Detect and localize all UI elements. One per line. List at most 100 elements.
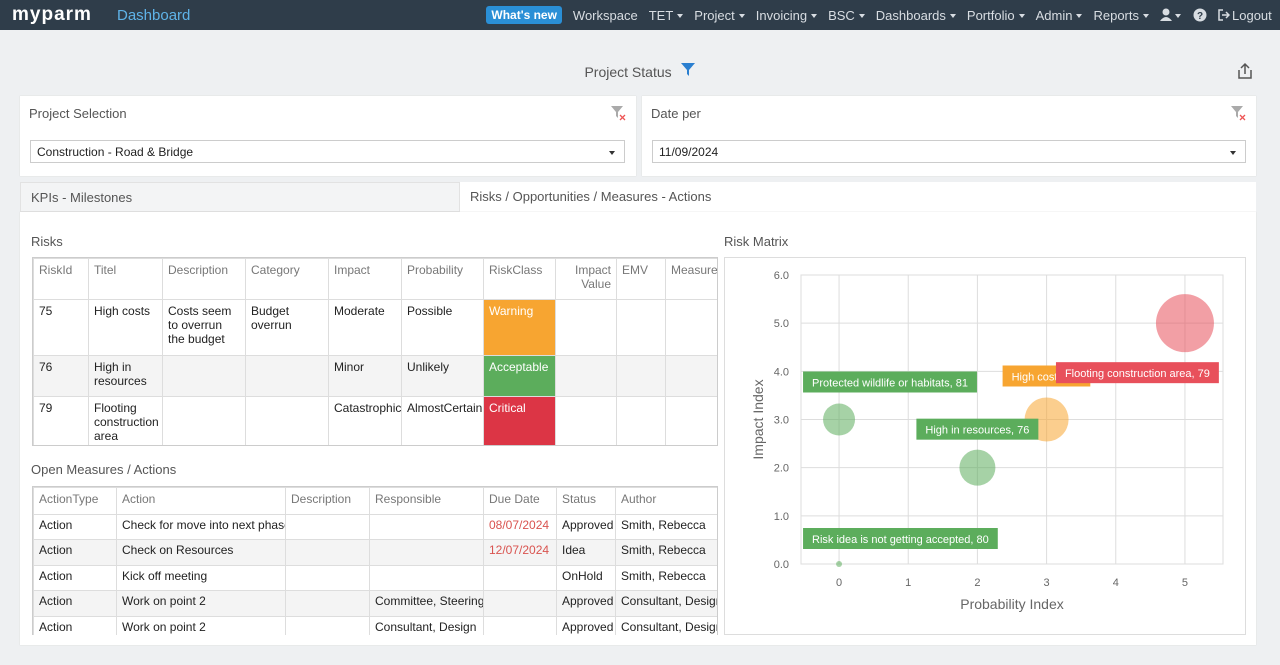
menu-item[interactable]: Reports (1093, 8, 1149, 23)
column-header[interactable]: Probability (401, 258, 484, 300)
bubble-label-box (916, 418, 1039, 440)
export-icon[interactable] (1236, 62, 1254, 80)
table-row[interactable]: Action Work on point 2 Consultant, Design A… (33, 616, 717, 635)
app-name[interactable]: Dashboard (117, 7, 191, 24)
table-cell: Approved (556, 590, 616, 617)
column-header[interactable]: Titel (88, 258, 163, 300)
x-tick-label: 0 (836, 577, 842, 589)
table-cell: 08/07/2024 (483, 514, 557, 540)
risks-table-wrap: RiskId Titel Description Category Impact Prob… (32, 257, 718, 446)
page-title-row: Project Status (0, 62, 1280, 80)
navbar: myparm Dashboard What's new Workspace TET… (0, 0, 1280, 30)
select[interactable]: Construction - Road & Bridge (30, 140, 625, 163)
column-header[interactable]: ActionType (33, 487, 117, 515)
help-icon[interactable]: ? (1193, 8, 1207, 22)
filter-panel: Date per 11/09/2024 (642, 96, 1256, 176)
table-cell: Idea (556, 539, 616, 566)
logout[interactable]: Logout (1218, 8, 1280, 23)
table-row[interactable]: Action Kick off meeting OnHold Smith, Rebec… (33, 565, 717, 591)
column-header[interactable]: Description (162, 258, 246, 300)
logout-text[interactable]: Logout (1232, 7, 1272, 23)
column-header[interactable]: Impact (328, 258, 402, 300)
menu-item[interactable]: Project (694, 8, 744, 23)
filter-icon[interactable] (680, 62, 696, 78)
tab[interactable]: KPIs - Milestones (20, 182, 460, 212)
column-header[interactable]: Action (116, 487, 286, 515)
table-cell: Consultant, Design (615, 590, 717, 617)
table-cell (369, 514, 484, 540)
table-row[interactable]: Action Check for move into next phase 08/0… (33, 514, 717, 540)
menu-item[interactable]: TET (649, 8, 684, 23)
menu-item[interactable]: Dashboards (876, 8, 956, 23)
table-cell: High in resources (88, 355, 163, 397)
section-title: Risks (31, 234, 63, 249)
user-icon[interactable] (1160, 8, 1182, 22)
table-cell: 12/07/2024 (483, 539, 557, 566)
table-row[interactable]: 79 Flooting construction area Catastrophic… (33, 396, 717, 445)
column-header[interactable]: Due Date (483, 487, 557, 515)
column-header[interactable]: EMV (616, 258, 666, 300)
select[interactable]: 11/09/2024 (652, 140, 1246, 163)
menu-item[interactable]: Admin (1036, 8, 1083, 23)
table-row[interactable]: 75 High costs Costs seem to overrun the bu… (33, 299, 717, 356)
table-cell: Flooting construction area (88, 396, 163, 445)
column-header[interactable]: RiskClass (483, 258, 556, 300)
logo[interactable]: myparm (12, 4, 92, 25)
table-cell (665, 396, 717, 445)
menu-item[interactable]: BSC (828, 8, 865, 23)
column-header[interactable]: Responsible (369, 487, 484, 515)
table-cell: Action (33, 539, 117, 566)
table-cell (483, 616, 557, 635)
page-title: Project Status (584, 64, 672, 80)
filter-label: Date per (651, 106, 701, 121)
whats-new-button[interactable]: What's new (486, 6, 562, 24)
table-cell: Work on point 2 (116, 616, 286, 635)
table-cell: Possible (401, 299, 484, 356)
table-row[interactable]: 76 High in resources Minor Unlikely Acceptab… (33, 355, 717, 397)
y-tick-label: 3.0 (774, 415, 789, 427)
table-cell: Minor (328, 355, 402, 397)
column-header[interactable]: RiskId (33, 258, 89, 300)
menu-item[interactable]: Portfolio (967, 8, 1025, 23)
y-tick-label: 6.0 (774, 270, 789, 282)
bubble-label: Flooting construction area, 79 (1065, 368, 1210, 380)
table-cell: Critical (483, 396, 556, 445)
logout-icon (1218, 9, 1230, 21)
section-title: Open Measures / Actions (31, 462, 177, 477)
filter-label: Project Selection (29, 106, 127, 121)
menu-item[interactable]: Invoicing (756, 8, 817, 23)
column-header[interactable]: Description (285, 487, 370, 515)
clear-filter-icon[interactable] (610, 105, 626, 121)
table-row[interactable]: Action Check on Resources 12/07/2024 Idea Sm… (33, 539, 717, 566)
y-tick-label: 1.0 (774, 511, 789, 523)
risks-table: RiskId Titel Description Category Impact Prob… (33, 258, 717, 445)
column-header[interactable]: Author (615, 487, 717, 515)
table-row[interactable]: Action Work on point 2 Committee, Steering… (33, 590, 717, 617)
table-cell: OnHold (556, 565, 616, 591)
table-cell: Work on point 2 (116, 590, 286, 617)
table-cell (285, 539, 370, 566)
x-tick-label: 5 (1182, 577, 1188, 589)
column-header[interactable]: Measures Description (665, 258, 717, 300)
table-cell: Approved (556, 616, 616, 635)
table-cell: Budget overrun (245, 299, 329, 356)
table-cell (665, 299, 717, 356)
table-cell: Moderate (328, 299, 402, 356)
bubble-label-box (803, 371, 977, 393)
filter-panel: Project Selection Construction - Road & B… (20, 96, 636, 176)
tab-active[interactable]: Risks / Opportunities / Measures - Actio… (460, 182, 1256, 213)
column-header[interactable]: Category (245, 258, 329, 300)
table-cell: Committee, Steering (369, 590, 484, 617)
table-cell: AlmostCertain (401, 396, 484, 445)
x-tick-label: 4 (1113, 577, 1119, 589)
table-cell (369, 539, 484, 566)
y-tick-label: 4.0 (774, 366, 789, 378)
column-header[interactable]: Status (556, 487, 616, 515)
clear-filter-icon[interactable] (1230, 105, 1246, 121)
column-header[interactable]: Impact Value (555, 258, 617, 300)
table-cell: 79 (33, 396, 89, 445)
risk-matrix-chart: 0.0 1.0 2.0 3.0 4.0 5.0 6.0 0 1 2 3 4 5 Probability I… (724, 257, 1246, 635)
table-cell (369, 565, 484, 591)
menu-item[interactable]: Workspace (572, 7, 638, 23)
